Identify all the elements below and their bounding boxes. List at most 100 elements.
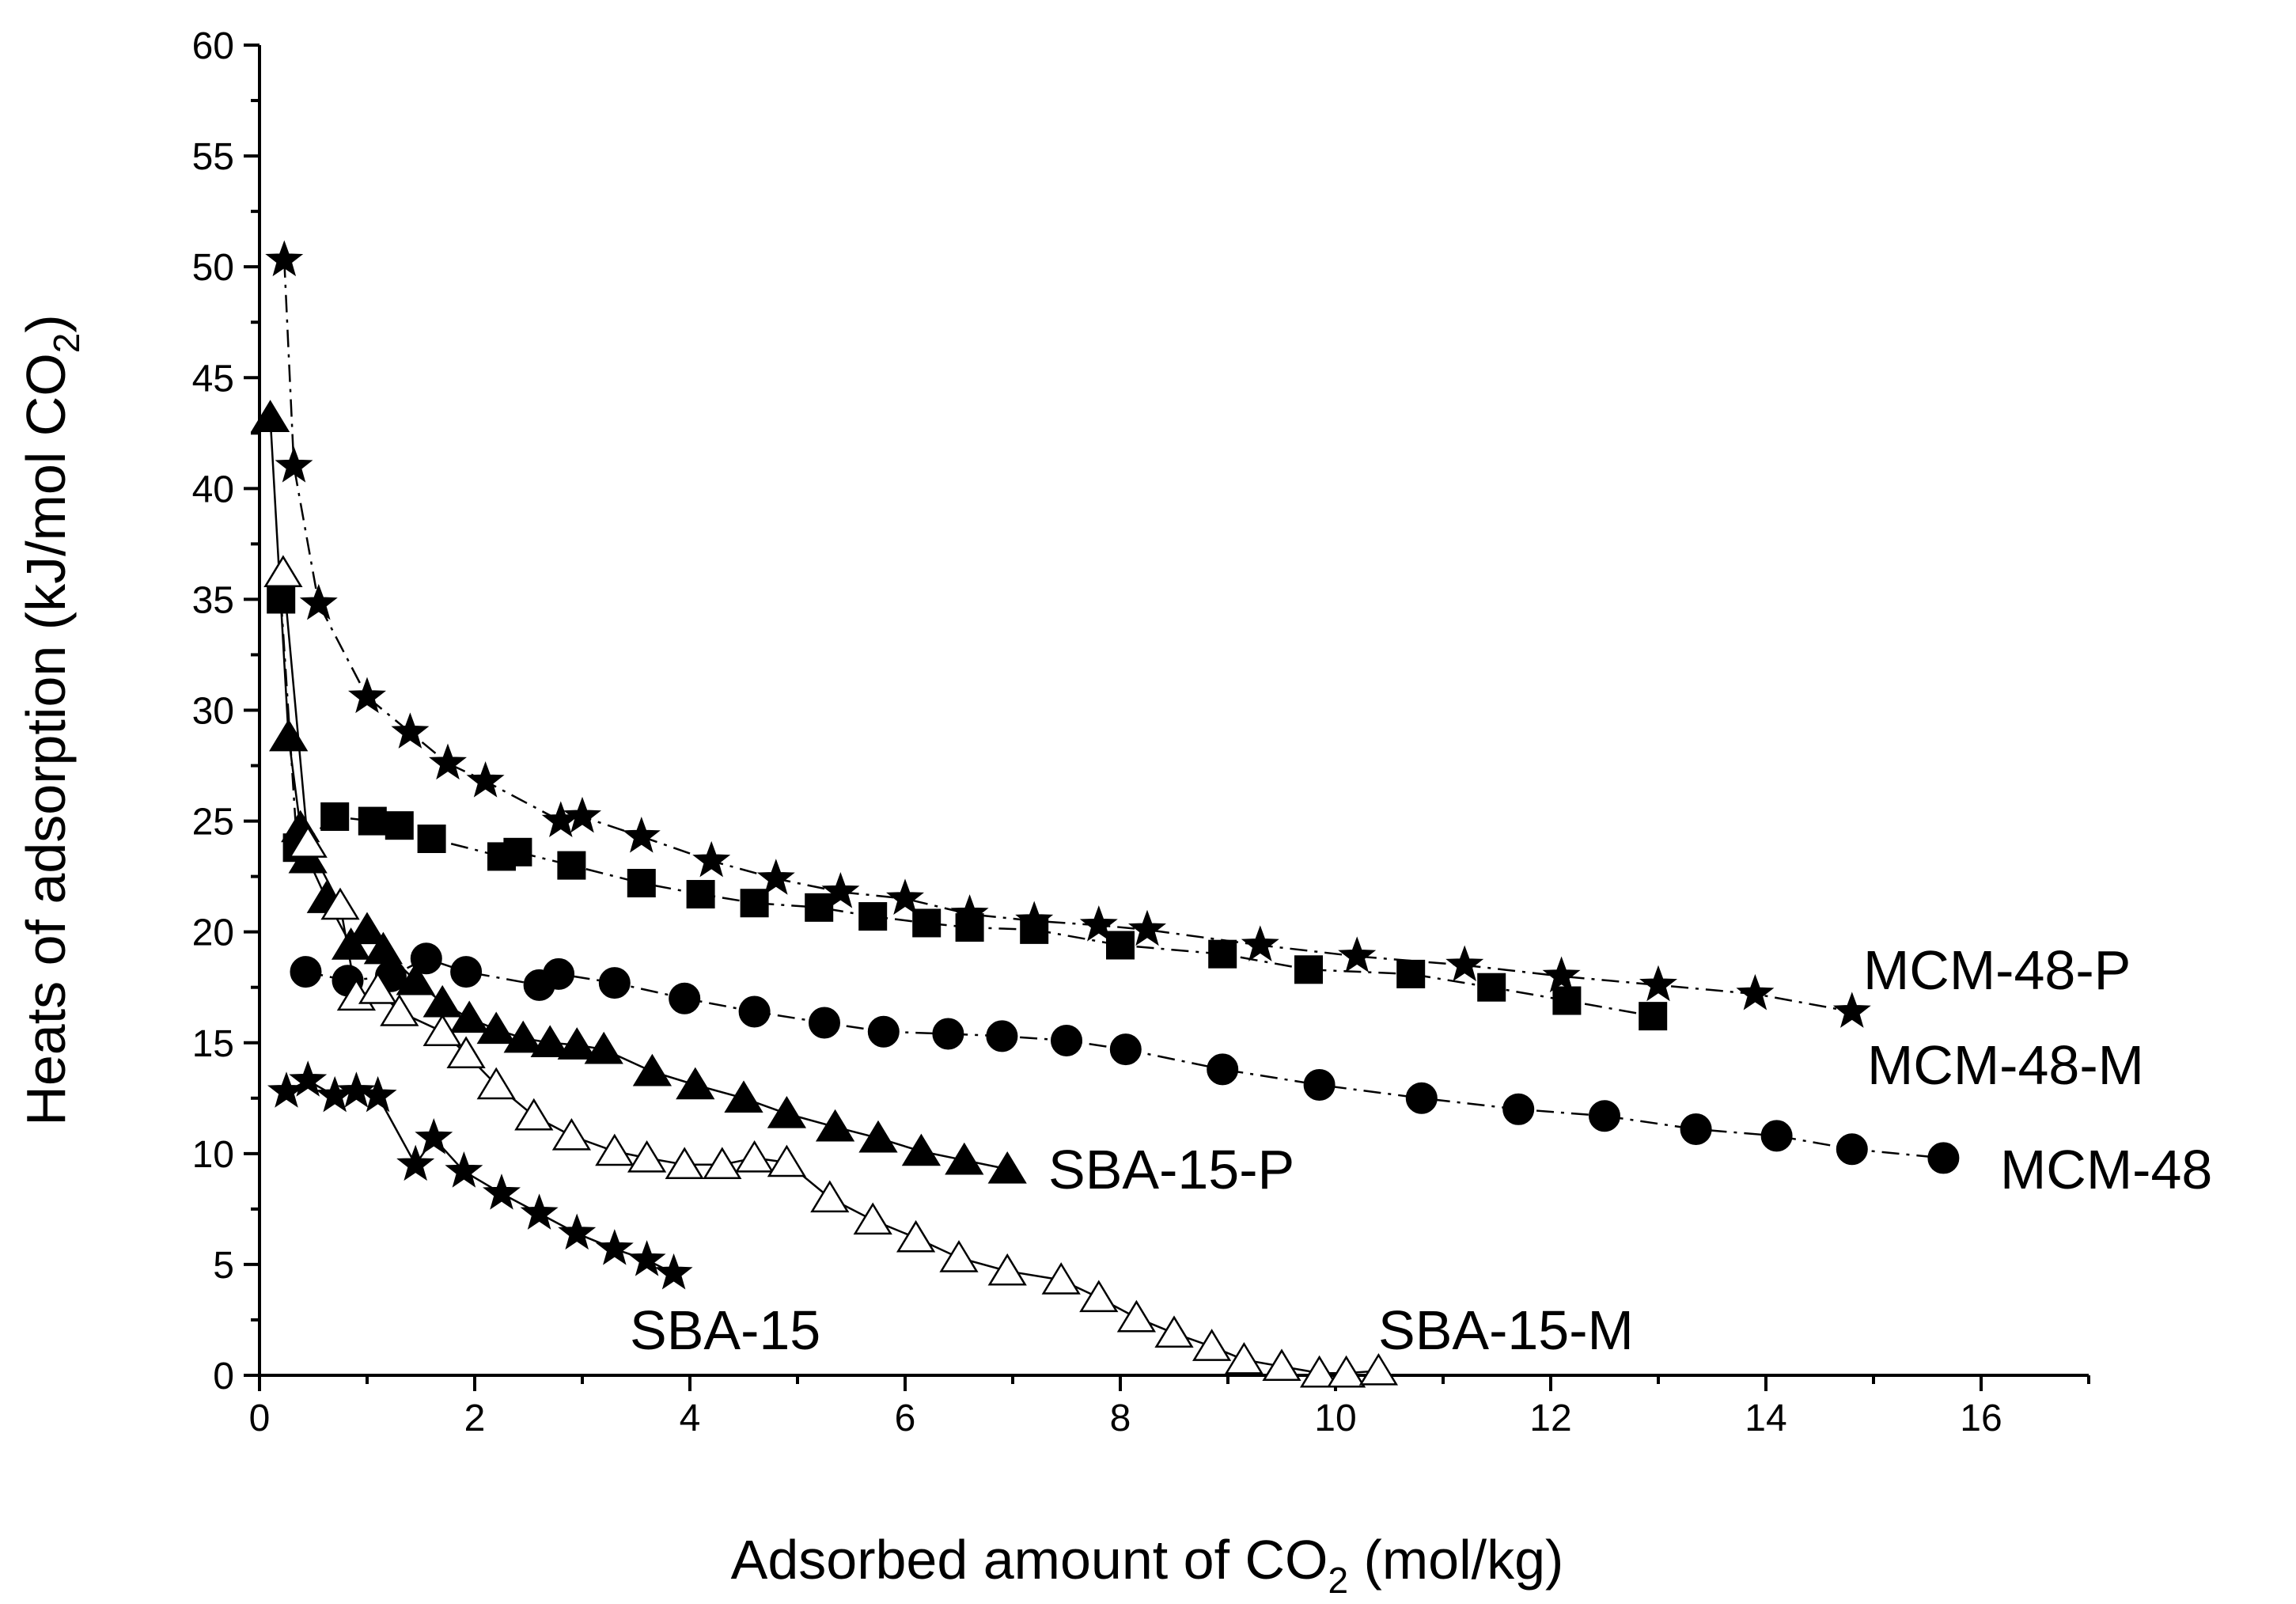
data-point-mcm-48-p — [391, 712, 430, 749]
data-point-mcm-48-p — [429, 743, 467, 780]
x-tick-label: 0 — [249, 1397, 271, 1439]
data-point-mcm-48-p — [1542, 956, 1581, 993]
data-point-sba-15-m — [767, 1144, 807, 1177]
data-point-sba-15-p — [815, 1109, 855, 1142]
data-point-mcm-48-m — [1477, 973, 1506, 1002]
data-point-sba-15 — [654, 1253, 693, 1290]
data-point-sba-15-m — [422, 1014, 462, 1046]
data-point-sba-15-m — [446, 1036, 486, 1069]
label-sba-15-p: SBA-15-P — [1048, 1139, 1294, 1200]
label-mcm-48-p: MCM-48-P — [1863, 939, 2131, 1001]
series-sba-15-m — [263, 555, 1399, 1388]
data-point-sba-15-m — [476, 1067, 516, 1100]
data-point-mcm-48 — [1051, 1024, 1082, 1056]
x-tick-label: 14 — [1745, 1397, 1786, 1439]
y-tick-label: 60 — [192, 25, 234, 67]
data-point-sba-15-p — [901, 1133, 942, 1166]
series-mcm-48-m — [267, 585, 1668, 1031]
data-point-mcm-48 — [1405, 1082, 1438, 1114]
data-point-mcm-48-m — [1294, 955, 1323, 984]
data-point-mcm-48-p — [1639, 965, 1677, 1002]
data-point-mcm-48 — [543, 957, 575, 990]
data-point-mcm-48 — [669, 982, 701, 1014]
data-point-sba-15-m — [939, 1240, 979, 1272]
data-point-mcm-48-m — [805, 893, 834, 922]
data-point-sba-15-p — [767, 1095, 807, 1128]
x-tick-label: 6 — [895, 1397, 916, 1439]
data-point-mcm-48-m — [503, 837, 532, 866]
series-sba-15 — [267, 1060, 693, 1290]
series-layer — [250, 240, 1960, 1388]
data-point-mcm-48-m — [320, 802, 350, 831]
data-point-mcm-48 — [1109, 1033, 1142, 1066]
data-point-sba-15-m — [896, 1219, 936, 1253]
data-point-sba-15-p — [584, 1031, 623, 1064]
data-point-sba-15-p — [503, 1020, 543, 1053]
data-point-sba-15-p — [676, 1067, 715, 1100]
data-point-mcm-48 — [1760, 1120, 1793, 1152]
x-tick-label: 16 — [1960, 1397, 2002, 1439]
data-point-mcm-48-m — [417, 824, 446, 853]
data-point-sba-15-p — [724, 1080, 763, 1113]
data-point-sba-15-m — [810, 1180, 850, 1213]
label-mcm-48: MCM-48 — [2000, 1139, 2212, 1200]
series-line-mcm-48-p — [283, 260, 1853, 1013]
data-point-sba-15 — [627, 1240, 666, 1276]
data-point-sba-15-m — [627, 1139, 667, 1173]
data-point-mcm-48-p — [275, 446, 313, 483]
data-point-sba-15 — [337, 1071, 376, 1108]
y-tick-label: 0 — [213, 1356, 234, 1397]
data-point-sba-15-p — [858, 1120, 898, 1153]
data-point-sba-15-p — [632, 1053, 673, 1086]
data-point-sba-15-m — [734, 1139, 775, 1173]
x-tick-label: 8 — [1110, 1397, 1131, 1439]
data-point-mcm-48-m — [627, 869, 656, 898]
series-line-sba-15-m — [282, 572, 1379, 1375]
data-point-sba-15 — [358, 1075, 397, 1113]
data-point-sba-15-m — [263, 555, 303, 588]
y-tick-label: 35 — [192, 579, 234, 621]
data-point-mcm-48-m — [1020, 915, 1049, 944]
data-point-sba-15-p — [250, 400, 290, 432]
data-point-sba-15-p — [476, 1011, 516, 1045]
data-point-sba-15-p — [987, 1151, 1027, 1184]
data-point-mcm-48-p — [299, 583, 338, 620]
data-point-sba-15-p — [557, 1027, 597, 1060]
data-point-sba-15 — [445, 1151, 483, 1188]
data-point-mcm-48 — [290, 956, 322, 988]
data-point-sba-15-m — [380, 994, 419, 1026]
data-point-mcm-48 — [809, 1007, 840, 1039]
series-sba-15-p — [250, 400, 1027, 1184]
y-tick-label: 40 — [192, 468, 234, 510]
data-point-sba-15-p — [269, 719, 309, 752]
y-tick-label: 15 — [192, 1023, 234, 1065]
data-point-mcm-48 — [1502, 1093, 1535, 1125]
data-point-mcm-48 — [1207, 1053, 1239, 1086]
data-point-sba-15-m — [1326, 1355, 1366, 1388]
data-point-sba-15 — [558, 1213, 597, 1250]
data-point-sba-15 — [520, 1193, 559, 1230]
x-tick-label: 2 — [464, 1397, 486, 1439]
data-point-mcm-48-p — [1736, 973, 1775, 1011]
y-tick-label: 45 — [192, 358, 234, 400]
series-mcm-48 — [290, 942, 1960, 1174]
label-sba-15: SBA-15 — [630, 1299, 820, 1361]
data-point-mcm-48-m — [1396, 959, 1426, 988]
data-point-mcm-48-p — [1128, 909, 1166, 946]
x-tick-label: 4 — [680, 1397, 701, 1439]
y-tick-label: 25 — [192, 802, 234, 844]
data-point-mcm-48-p — [1445, 945, 1484, 982]
data-point-mcm-48 — [598, 967, 631, 999]
data-point-mcm-48 — [1303, 1068, 1336, 1101]
axes: 0 2 4 6 8 10 12 14 16 0 5 10 15 20 25 30 35 40 45 50 55 60 — [192, 25, 2090, 1439]
data-point-sba-15-m — [1041, 1262, 1081, 1295]
data-point-mcm-48-m — [740, 889, 769, 918]
data-point-sba-15-m — [1224, 1341, 1264, 1375]
data-point-mcm-48 — [1927, 1142, 1960, 1174]
label-mcm-48-m: MCM-48-M — [1867, 1034, 2144, 1096]
data-point-sba-15-p — [449, 1000, 489, 1033]
data-point-sba-15-m — [514, 1098, 554, 1131]
data-point-mcm-48-m — [557, 851, 586, 880]
data-point-sba-15-p — [396, 962, 435, 995]
data-point-mcm-48-m — [912, 908, 942, 938]
